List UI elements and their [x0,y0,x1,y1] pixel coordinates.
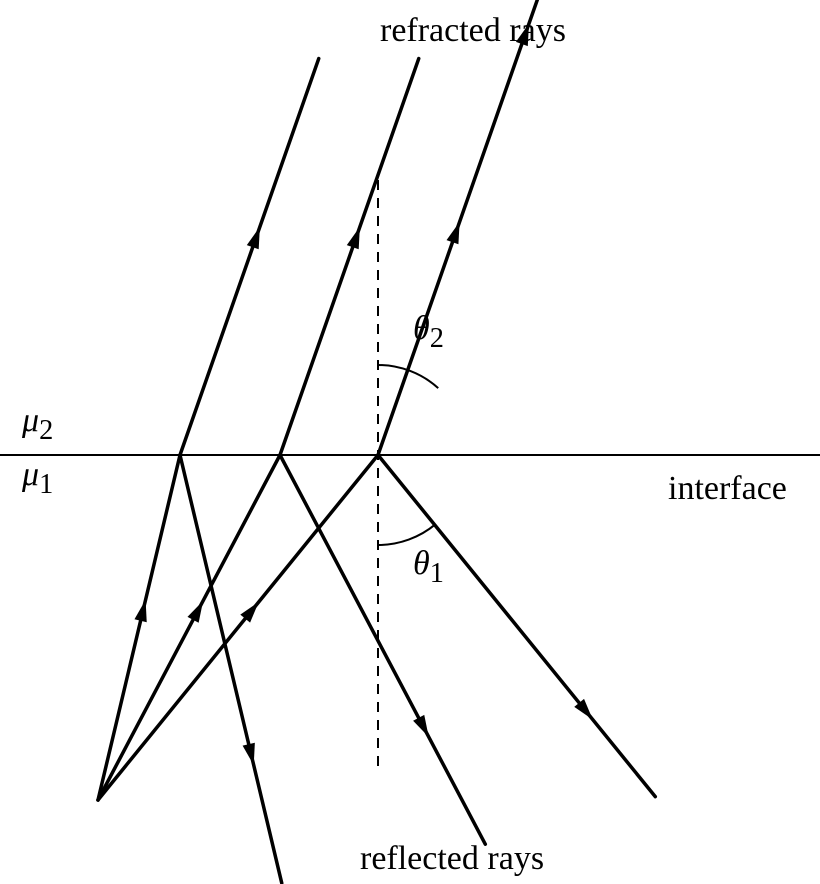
incident-rays [98,455,378,800]
label-theta1: θ1 [413,545,444,590]
label-mu2: μ2 [22,402,53,447]
label-mu1: μ1 [22,456,53,501]
label-interface: interface [668,470,787,508]
label-theta2: θ2 [413,310,444,355]
label-refracted-rays: refracted rays [380,12,566,50]
label-reflected-rays: reflected rays [360,840,544,878]
refracted-rays [180,0,551,455]
reflected-rays [180,455,655,883]
